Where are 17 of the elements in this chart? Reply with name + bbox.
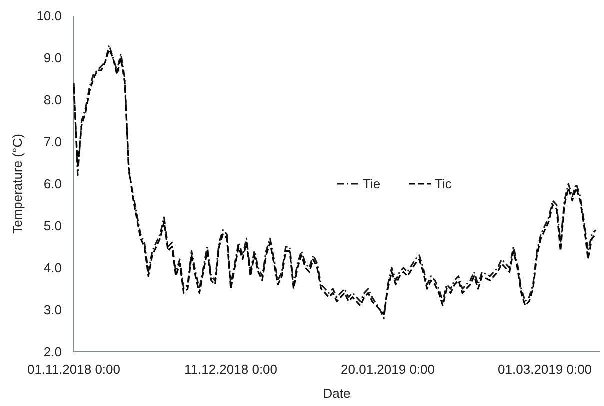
y-tick-label: 7.0 [44, 134, 62, 150]
x-tick-label: 20.01.2019 0:00 [341, 362, 436, 377]
y-tick-label: 8.0 [44, 92, 62, 108]
y-tick-label: 3.0 [44, 302, 62, 318]
y-axis-title: Temperature (°C) [10, 134, 25, 234]
legend-label: Tie [363, 176, 381, 192]
y-tick-label: 2.0 [44, 344, 62, 360]
y-tick-label: 5.0 [44, 218, 62, 234]
y-tick-label: 6.0 [44, 176, 62, 192]
x-tick-label: 01.11.2018 0:00 [27, 362, 121, 377]
x-tick-label: 01.03.2019 0:00 [498, 362, 592, 377]
x-axis-title: Date [323, 386, 351, 401]
legend-label: Tic [435, 176, 452, 192]
y-tick-label: 9.0 [44, 50, 62, 66]
y-tick-label: 10.0 [36, 8, 62, 24]
y-tick-label: 4.0 [44, 260, 62, 276]
x-tick-label: 11.12.2018 0:00 [184, 362, 278, 377]
